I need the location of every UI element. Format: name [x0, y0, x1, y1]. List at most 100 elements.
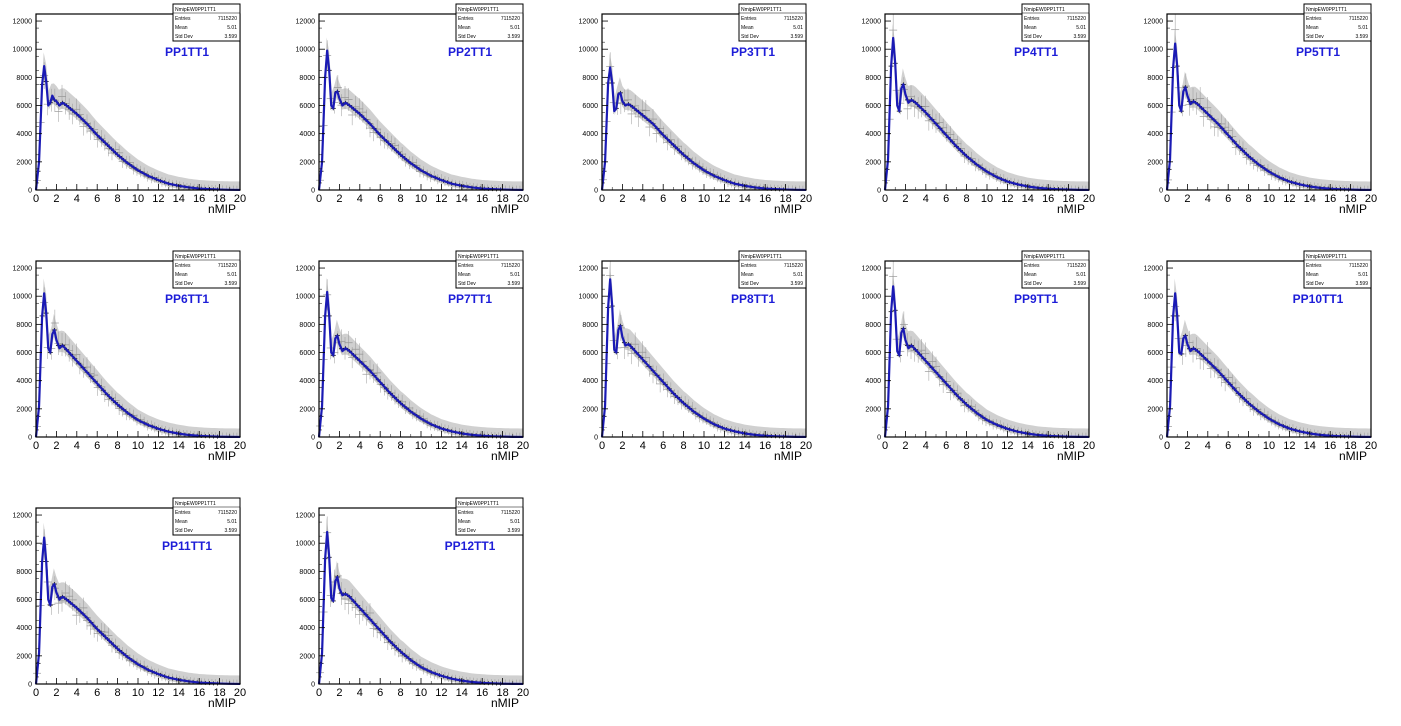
stats-label: Std Dev — [175, 281, 193, 287]
stats-box: NmipEW0PP1TT1 Entries 7115220 Mean 5.01 Std D… — [738, 3, 807, 42]
x-tick-label: 16 — [476, 193, 488, 205]
panel-title: PP6TT1 — [165, 292, 209, 306]
y-tick-label: 12000 — [296, 266, 316, 273]
y-tick-label: 4000 — [1147, 131, 1163, 138]
x-tick-label: 0 — [316, 687, 322, 699]
y-tick-label: 4000 — [16, 625, 32, 632]
x-axis-title: nMIP — [491, 696, 519, 710]
y-tick-label: 0 — [311, 188, 315, 195]
x-tick-label: 16 — [476, 687, 488, 699]
stats-box: NmipEW0PP1TT1 Entries 7115220 Mean 5.01 Std D… — [738, 250, 807, 289]
error-markers — [33, 287, 241, 439]
x-tick-label: 0 — [33, 440, 39, 452]
x-tick-label: 8 — [115, 193, 121, 205]
stats-label: Std Dev — [458, 281, 476, 287]
stats-label: Mean — [1024, 272, 1037, 278]
y-tick-label: 0 — [877, 188, 881, 195]
stats-label: Std Dev — [741, 34, 759, 40]
x-tick-label: 20 — [234, 193, 246, 205]
x-tick-label: 8 — [398, 440, 404, 452]
x-tick-label: 0 — [599, 193, 605, 205]
x-tick-label: 6 — [660, 193, 666, 205]
uncertainty-band — [1167, 278, 1371, 437]
stats-value: 3.599 — [507, 281, 520, 287]
x-tick-label: 2 — [53, 193, 59, 205]
stats-label: Std Dev — [175, 34, 193, 40]
x-tick-label: 14 — [1304, 193, 1316, 205]
series-line — [1165, 292, 1372, 439]
x-tick-label: 6 — [94, 687, 100, 699]
stats-box: NmipEW0PP1TT1 Entries 7115220 Mean 5.01 Std D… — [455, 250, 524, 289]
series-line — [600, 278, 807, 439]
panel-title: PP11TT1 — [162, 539, 212, 553]
panel-title: PP10TT1 — [1293, 292, 1344, 306]
histogram-panel-1: 0 2000 4000 6000 8000 10000 12000 0 2 4 6 8 10 12 14 16… — [0, 0, 272, 232]
histogram-svg: 0 2000 4000 6000 8000 10000 12000 0 2 4 6 8 10 12 14 16… — [296, 250, 529, 463]
stats-label: Mean — [1024, 25, 1037, 31]
y-tick-label: 8000 — [1147, 322, 1163, 329]
x-tick-label: 18 — [496, 440, 508, 452]
series-line — [317, 530, 524, 686]
stats-name: NmipEW0PP1TT1 — [1306, 7, 1347, 13]
y-tick-label: 2000 — [16, 406, 32, 413]
x-tick-label: 0 — [316, 440, 322, 452]
x-tick-label: 10 — [698, 440, 710, 452]
stats-value: 7115220 — [784, 16, 803, 22]
uncertainty-band — [885, 271, 1089, 437]
x-tick-label: 20 — [517, 687, 529, 699]
y-tick-label: 6000 — [299, 350, 315, 357]
uncertainty-band — [319, 37, 523, 190]
histogram-panel-6: 0 2000 4000 6000 8000 10000 12000 0 2 4 6 8 10 12 14 16… — [0, 247, 272, 479]
x-tick-label: 2 — [336, 193, 342, 205]
y-tick-label: 12000 — [862, 266, 882, 273]
histogram-svg: 0 2000 4000 6000 8000 10000 12000 0 2 4 6 8 10 12 14 16… — [862, 250, 1095, 463]
x-tick-label: 16 — [1324, 193, 1336, 205]
x-tick-label: 16 — [1042, 440, 1054, 452]
stats-label: Std Dev — [1306, 34, 1324, 40]
panel-title: PP4TT1 — [1014, 45, 1058, 59]
x-tick-label: 20 — [800, 193, 812, 205]
stats-label: Mean — [458, 25, 471, 31]
series-line — [600, 66, 807, 192]
stats-value: 3.599 — [507, 528, 520, 534]
stats-label: Mean — [458, 519, 471, 525]
histogram-panel-4: 0 2000 4000 6000 8000 10000 12000 0 2 4 6 8 10 12 14 16… — [849, 0, 1121, 232]
stats-label: Mean — [175, 272, 188, 278]
uncertainty-band — [602, 264, 806, 437]
y-tick-label: 8000 — [582, 322, 598, 329]
y-tick-label: 6000 — [299, 103, 315, 110]
y-tick-label: 8000 — [16, 322, 32, 329]
stats-value: 5.01 — [510, 272, 520, 278]
stats-label: Std Dev — [1024, 281, 1042, 287]
stats-name: NmipEW0PP1TT1 — [458, 254, 499, 260]
y-tick-label: 2000 — [1147, 159, 1163, 166]
x-tick-label: 18 — [213, 687, 225, 699]
stats-label: Mean — [1306, 25, 1319, 31]
histogram-svg: 0 2000 4000 6000 8000 10000 12000 0 2 4 6 8 10 12 14 16… — [579, 250, 812, 463]
stats-label: Std Dev — [741, 281, 759, 287]
x-tick-label: 14 — [456, 687, 468, 699]
x-tick-label: 18 — [213, 440, 225, 452]
x-tick-label: 8 — [1246, 193, 1252, 205]
stats-box-frame — [172, 250, 241, 289]
x-tick-label: 4 — [923, 193, 929, 205]
series-line — [317, 49, 524, 192]
y-tick-label: 4000 — [16, 131, 32, 138]
stats-box: NmipEW0PP1TT1 Entries 7115220 Mean 5.01 Std D… — [1303, 3, 1372, 42]
stats-label: Mean — [175, 25, 188, 31]
y-tick-label: 8000 — [299, 569, 315, 576]
y-tick-label: 12000 — [13, 513, 33, 520]
x-tick-label: 20 — [517, 193, 529, 205]
histogram-svg: 0 2000 4000 6000 8000 10000 12000 0 2 4 6 8 10 12 14 16… — [579, 3, 812, 216]
stats-value: 7115220 — [218, 510, 237, 516]
stats-value: 5.01 — [793, 272, 803, 278]
histogram-panel-12: 0 2000 4000 6000 8000 10000 12000 0 2 4 6 8 10 12 14 16… — [283, 494, 555, 726]
y-tick-label: 6000 — [1147, 103, 1163, 110]
x-tick-label: 12 — [718, 193, 730, 205]
x-tick-label: 16 — [193, 440, 205, 452]
x-tick-label: 8 — [115, 687, 121, 699]
x-tick-label: 12 — [1283, 193, 1295, 205]
x-tick-label: 14 — [456, 193, 468, 205]
stats-label: Std Dev — [458, 34, 476, 40]
x-axis-title: nMIP — [1339, 202, 1367, 216]
